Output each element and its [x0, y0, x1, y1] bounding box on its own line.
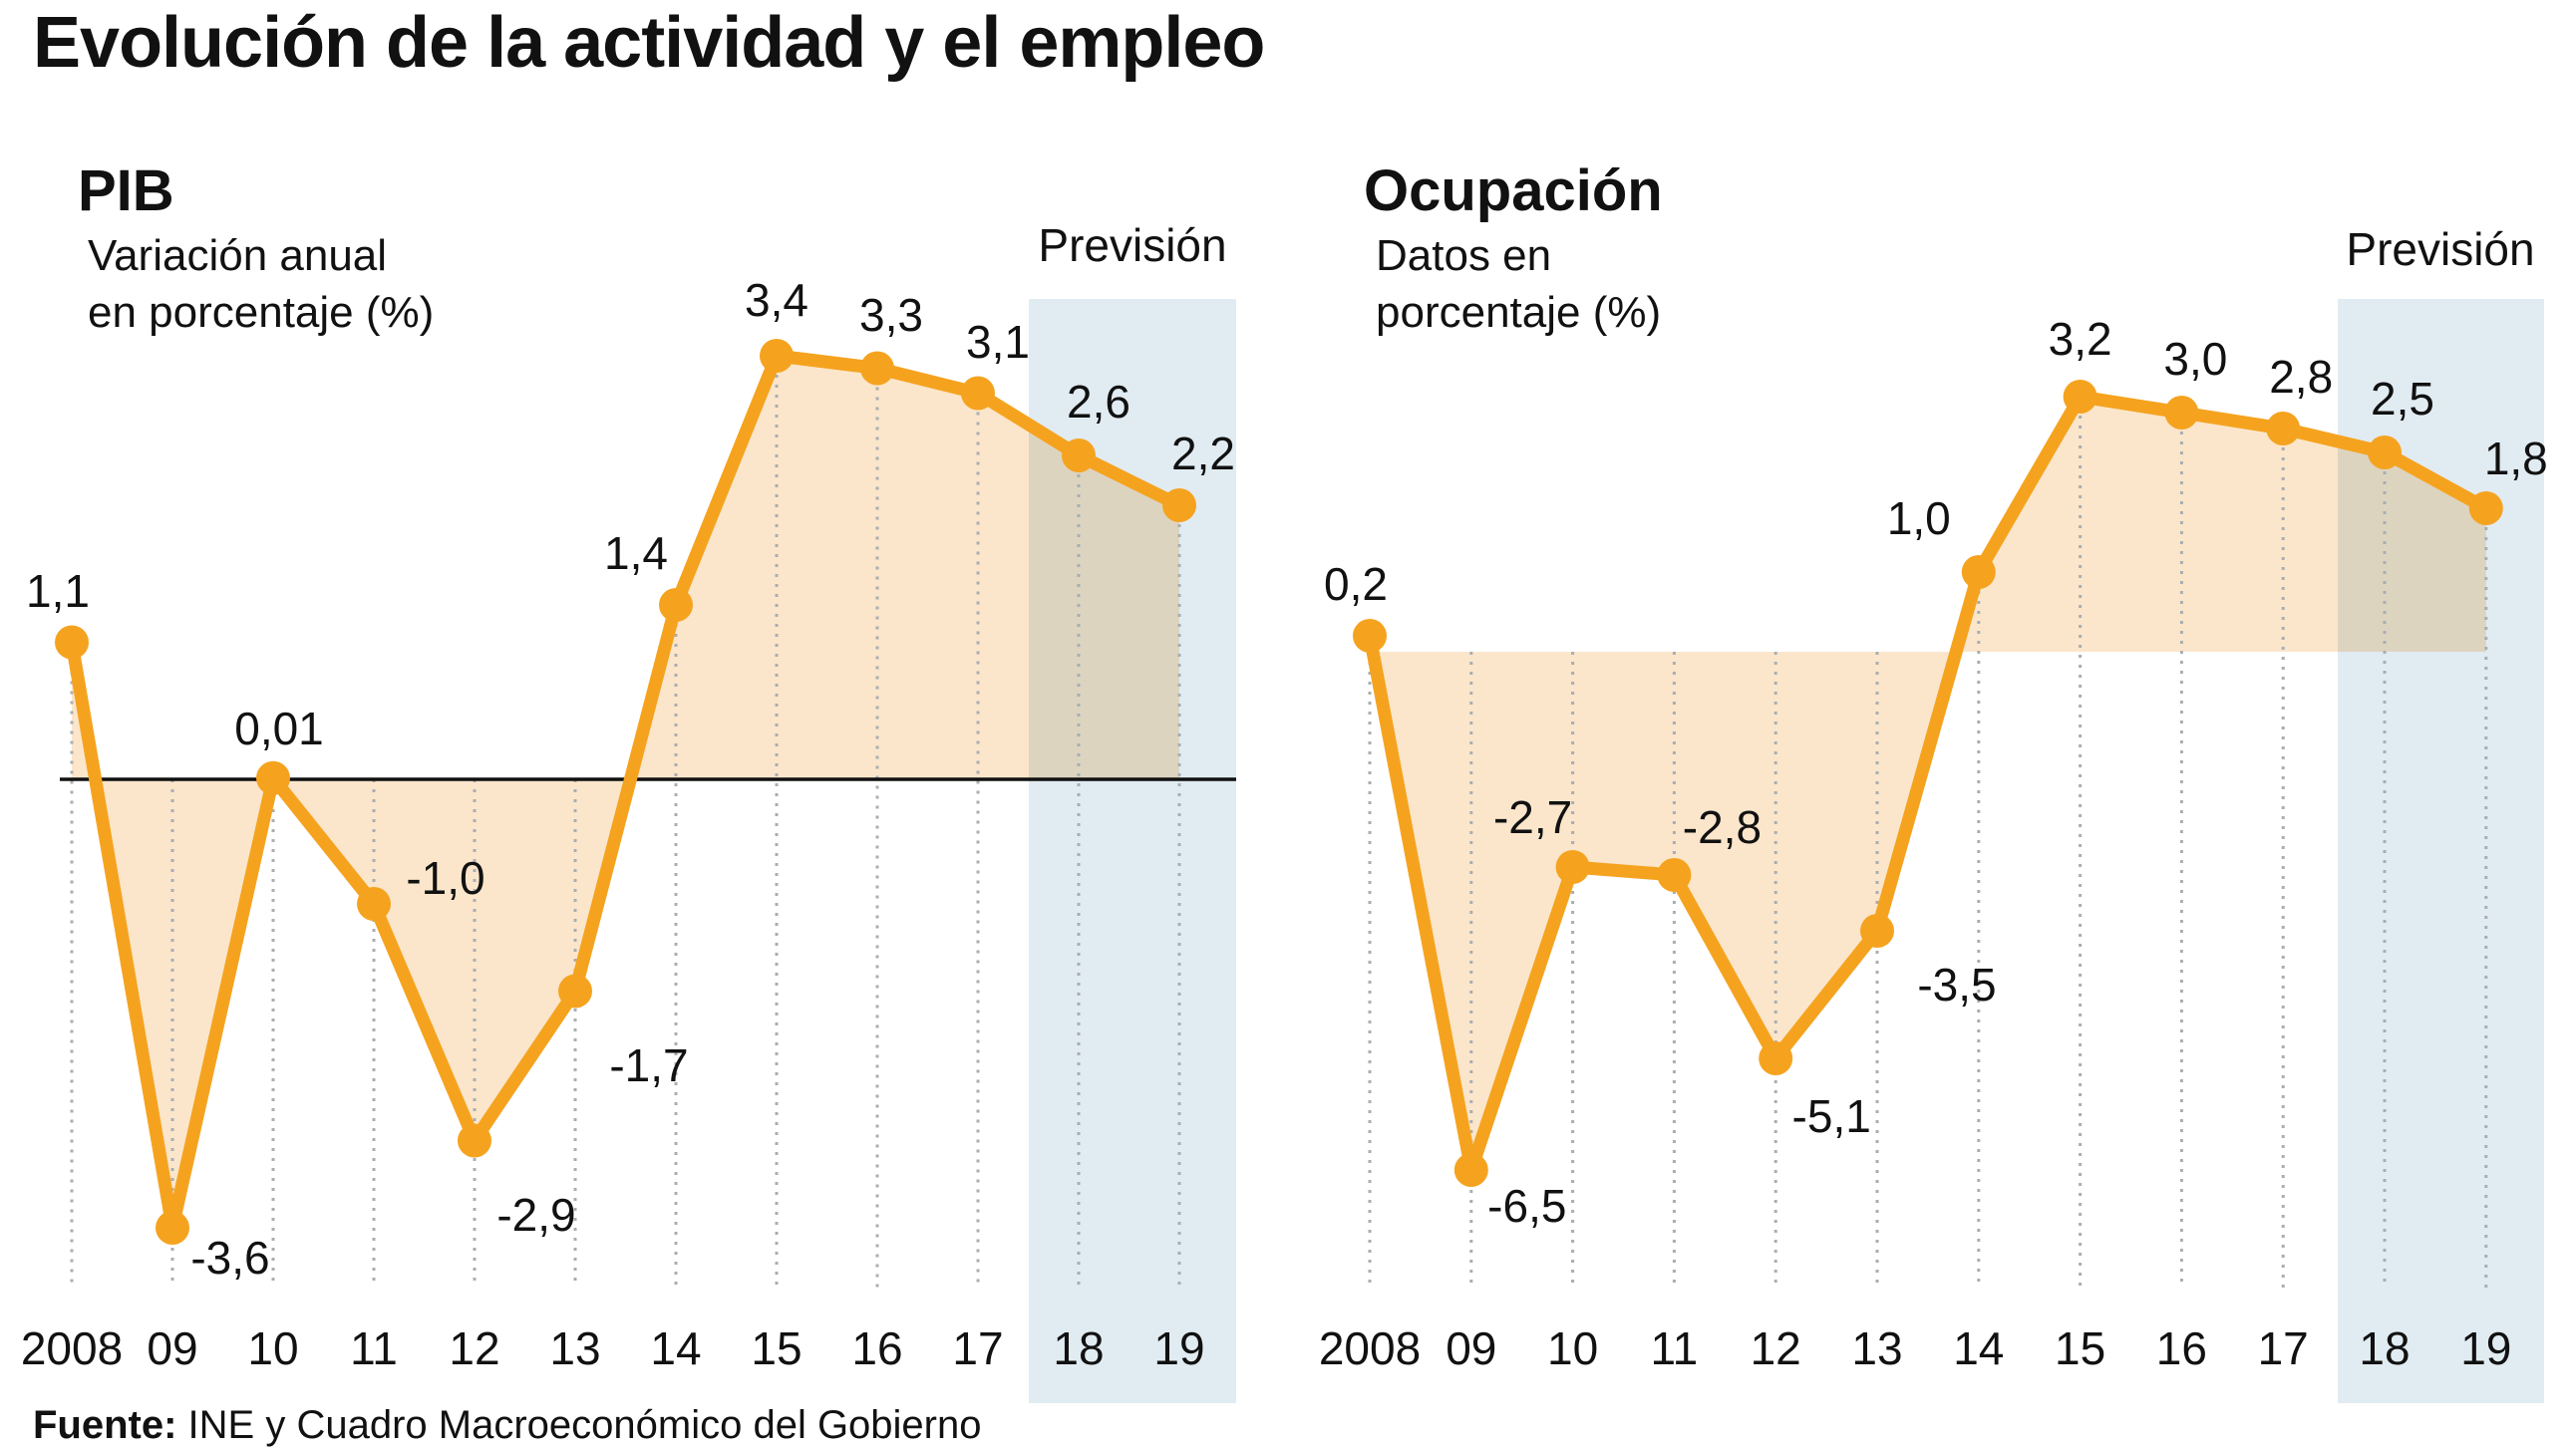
value-label-pib-2008: 1,1 [26, 564, 90, 617]
data-point-ocupacion-19 [2468, 491, 2503, 525]
x-axis-label-ocupacion-16: 16 [2155, 1322, 2207, 1374]
value-label-ocupacion-2008: 0,2 [1324, 558, 1388, 610]
value-label-pib-11: -1,0 [406, 852, 485, 904]
data-point-pib-2008 [55, 625, 89, 660]
x-axis-label-pib-14: 14 [650, 1322, 702, 1374]
x-axis-label-ocupacion-10: 10 [1547, 1322, 1599, 1374]
data-point-pib-12 [458, 1123, 491, 1158]
source-text: INE y Cuadro Macroeconómico del Gobierno [176, 1403, 982, 1447]
value-label-ocupacion-13: -3,5 [1917, 959, 1997, 1011]
chart-subtitle-pib-line1: Variación anual [88, 231, 388, 280]
x-axis-label-ocupacion-12: 12 [1750, 1322, 1801, 1374]
data-point-pib-15 [760, 339, 794, 373]
value-label-pib-13: -1,7 [609, 1038, 689, 1091]
data-point-pib-09 [156, 1211, 189, 1245]
value-label-pib-09: -3,6 [190, 1232, 270, 1284]
forecast-label-pib: Previsión [1038, 219, 1227, 271]
x-axis-label-ocupacion-2008: 2008 [1318, 1322, 1422, 1374]
data-point-ocupacion-14 [1961, 555, 1996, 589]
area-fill-ocupacion [1370, 397, 2486, 1170]
data-point-ocupacion-17 [2266, 412, 2301, 445]
x-axis-label-ocupacion-14: 14 [1953, 1322, 2005, 1374]
chart-group-pib [55, 299, 1236, 1403]
x-axis-label-ocupacion-13: 13 [1851, 1322, 1903, 1374]
x-axis-label-pib-2008: 2008 [20, 1322, 124, 1374]
value-label-pib-15: 3,4 [745, 274, 808, 326]
data-point-ocupacion-13 [1860, 914, 1894, 948]
x-axis-label-pib-13: 13 [549, 1322, 601, 1374]
data-point-pib-19 [1162, 488, 1196, 522]
data-point-ocupacion-09 [1453, 1153, 1488, 1187]
data-point-pib-11 [357, 887, 391, 921]
value-label-pib-16: 3,3 [859, 288, 923, 341]
source-line: Fuente: INE y Cuadro Macroeconómico del … [33, 1403, 982, 1448]
data-point-pib-18 [1062, 438, 1096, 472]
value-label-pib-17: 3,1 [966, 315, 1030, 368]
x-axis-label-pib-16: 16 [851, 1322, 903, 1374]
chart-title-pib: PIB [78, 158, 174, 223]
x-axis-label-pib-12: 12 [449, 1322, 500, 1374]
value-label-ocupacion-19: 1,8 [2483, 433, 2548, 484]
page-title: Evolución de la actividad y el empleo [33, 3, 1265, 83]
x-axis-label-ocupacion-11: 11 [1650, 1322, 1699, 1374]
data-point-pib-13 [558, 974, 592, 1009]
x-axis-label-ocupacion-17: 17 [2257, 1322, 2309, 1374]
value-label-ocupacion-14: 1,0 [1886, 492, 1951, 544]
chart-subtitle-ocupacion-line1: Datos en [1376, 231, 1552, 280]
value-label-ocupacion-15: 3,2 [2048, 313, 2112, 365]
value-label-ocupacion-11: -2,8 [1682, 801, 1763, 853]
chart-subtitle-pib-line2: en porcentaje (%) [88, 288, 435, 337]
value-label-pib-12: -2,9 [496, 1188, 576, 1241]
data-point-pib-16 [860, 351, 894, 386]
x-axis-label-pib-15: 15 [751, 1322, 803, 1374]
value-label-pib-19: 2,2 [1171, 428, 1235, 479]
value-label-ocupacion-17: 2,8 [2269, 351, 2334, 403]
value-label-ocupacion-09: -6,5 [1487, 1180, 1567, 1232]
data-point-ocupacion-10 [1555, 850, 1590, 884]
data-point-ocupacion-11 [1657, 858, 1692, 892]
data-point-ocupacion-15 [2063, 380, 2097, 414]
value-label-ocupacion-16: 3,0 [2163, 333, 2228, 385]
data-point-pib-14 [659, 588, 693, 622]
value-label-ocupacion-10: -2,7 [1492, 791, 1573, 843]
x-axis-label-pib-11: 11 [350, 1322, 398, 1374]
x-axis-label-ocupacion-15: 15 [2055, 1322, 2106, 1374]
chart-subtitle-ocupacion-line2: porcentaje (%) [1376, 288, 1662, 337]
value-label-pib-10: 0,01 [234, 702, 324, 754]
x-axis-label-pib-18: 18 [1053, 1322, 1105, 1374]
chart-title-ocupacion: Ocupación [1364, 158, 1663, 223]
data-point-ocupacion-12 [1759, 1041, 1793, 1075]
x-axis-label-pib-10: 10 [247, 1322, 299, 1374]
data-point-ocupacion-16 [2164, 396, 2199, 430]
value-label-pib-14: 1,4 [604, 527, 668, 579]
data-point-pib-17 [961, 376, 995, 411]
source-label: Fuente: [33, 1403, 177, 1447]
data-point-ocupacion-2008 [1353, 619, 1387, 653]
data-point-pib-10 [256, 760, 290, 795]
x-axis-label-pib-17: 17 [952, 1322, 1004, 1374]
chart-group-ocupacion [1353, 299, 2544, 1403]
data-line-pib [65, 349, 1186, 1235]
x-axis-label-pib-09: 09 [147, 1322, 198, 1374]
data-line-ocupacion [1363, 390, 2493, 1177]
data-point-ocupacion-18 [2368, 435, 2402, 469]
x-axis-label-ocupacion-19: 19 [2460, 1322, 2512, 1374]
x-axis-label-ocupacion-18: 18 [2359, 1322, 2411, 1374]
value-label-ocupacion-18: 2,5 [2371, 373, 2434, 425]
forecast-label-ocupacion: Previsión [2346, 223, 2535, 275]
x-axis-label-pib-19: 19 [1153, 1322, 1205, 1374]
value-label-ocupacion-12: -5,1 [1791, 1090, 1871, 1142]
value-label-pib-18: 2,6 [1067, 376, 1130, 428]
x-axis-label-ocupacion-09: 09 [1446, 1322, 1497, 1374]
